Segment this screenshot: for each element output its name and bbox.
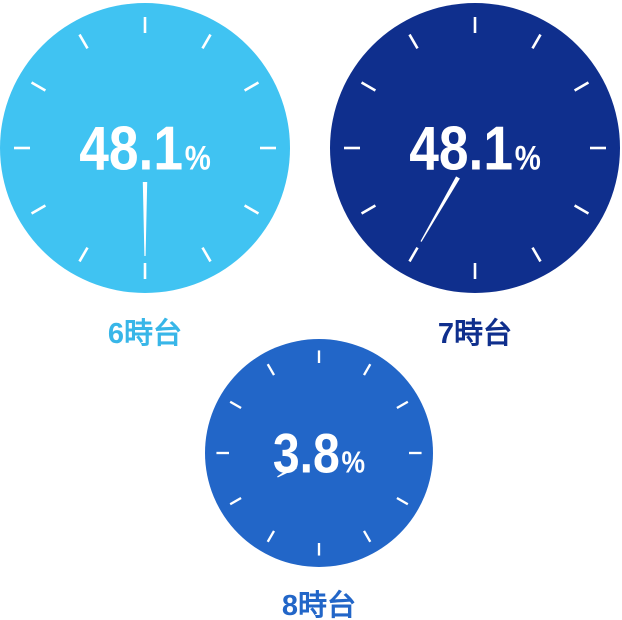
- clock-tick: [266, 363, 276, 376]
- clock-tick: [396, 496, 409, 506]
- clock-tick: [201, 33, 212, 50]
- clock-tick: [243, 81, 260, 92]
- clock-tick: [243, 204, 260, 215]
- clock-3: 3.8% 8時台: [205, 339, 433, 620]
- category-label: 7時台: [438, 316, 512, 350]
- clock-tick: [573, 204, 590, 215]
- category-label: 6時台: [108, 316, 182, 350]
- clock-face: [205, 339, 433, 567]
- clock-1: 48.1% 6時台: [0, 3, 290, 350]
- clock-tick: [201, 246, 212, 263]
- category-label: 8時台: [282, 588, 356, 620]
- clock-face: [0, 3, 290, 293]
- clock-tick: [531, 246, 542, 263]
- clock-tick: [30, 204, 47, 215]
- clock-tick: [229, 400, 242, 410]
- clock-tick: [408, 33, 419, 50]
- clock-tick: [30, 81, 47, 92]
- clock-face: [330, 3, 620, 293]
- clock-tick: [573, 81, 590, 92]
- clock-tick: [396, 400, 409, 410]
- value-label: 48.1%: [79, 115, 211, 184]
- clock-tick: [362, 530, 372, 543]
- clock-tick: [408, 246, 419, 263]
- clock-hand: [277, 464, 297, 478]
- clock-tick: [78, 246, 89, 263]
- clock-tick: [360, 204, 377, 215]
- clock-hand: [142, 182, 148, 256]
- clock-2: 48.1% 7時台: [330, 3, 620, 350]
- clock-tick: [266, 530, 276, 543]
- value-label: 3.8%: [273, 423, 365, 485]
- clock-tick: [531, 33, 542, 50]
- value-label: 48.1%: [409, 115, 541, 184]
- clock-tick: [229, 496, 242, 506]
- clock-hand: [420, 176, 460, 242]
- clock-tick: [360, 81, 377, 92]
- clock-tick: [362, 363, 372, 376]
- clock-tick: [78, 33, 89, 50]
